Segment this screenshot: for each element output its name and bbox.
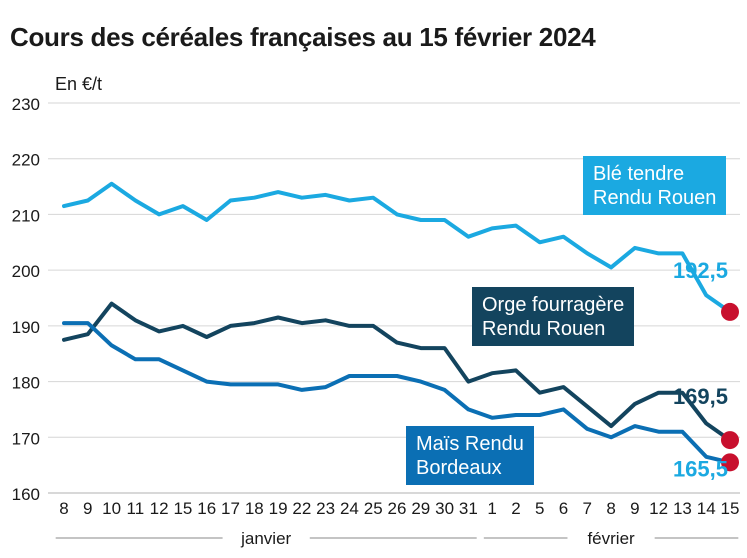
x-tick-label: 31 bbox=[459, 499, 478, 518]
x-tick-label: 15 bbox=[173, 499, 192, 518]
month-groups: janvier février bbox=[55, 529, 739, 548]
y-tick-label: 180 bbox=[12, 374, 40, 393]
x-tick-label: 12 bbox=[649, 499, 668, 518]
x-tick-label: 17 bbox=[221, 499, 240, 518]
y-tick-label: 210 bbox=[12, 206, 40, 225]
legend-ble-line1: Blé tendre bbox=[593, 163, 685, 185]
y-tick-label: 230 bbox=[12, 95, 40, 114]
x-tick-label: 24 bbox=[340, 499, 359, 518]
x-tick-label: 15 bbox=[721, 499, 740, 518]
x-tick-label: 6 bbox=[559, 499, 568, 518]
end-value-label: 165,5 bbox=[673, 456, 728, 481]
legend-mais-line2: Bordeaux bbox=[416, 457, 502, 479]
legend-ble-tendre: Blé tendre Rendu Rouen bbox=[583, 156, 727, 215]
end-value-label: 192,5 bbox=[673, 258, 728, 283]
x-tick-label: 19 bbox=[269, 499, 288, 518]
x-tick-label: 25 bbox=[364, 499, 383, 518]
x-tick-label: 9 bbox=[630, 499, 639, 518]
month-label: février bbox=[587, 529, 635, 548]
x-tick-label: 2 bbox=[511, 499, 520, 518]
end-value-label: 169,5 bbox=[673, 384, 728, 409]
x-tick-label: 5 bbox=[535, 499, 544, 518]
legend-orge-line1: Orge fourragère bbox=[482, 294, 625, 316]
x-tick-label: 7 bbox=[583, 499, 592, 518]
x-axis-ticks: 8 9 10 11 12 15 16 17 18 19 22 23 24 25 26 29 30 31 1 2 5 6 7 8… bbox=[59, 499, 739, 518]
x-tick-label: 12 bbox=[150, 499, 169, 518]
x-tick-label: 8 bbox=[606, 499, 615, 518]
end-marker bbox=[721, 302, 739, 321]
legend-mais-line1: Maïs Rendu bbox=[416, 433, 524, 455]
series-line bbox=[62, 181, 732, 314]
y-axis-unit-label: En €/t bbox=[55, 74, 102, 94]
x-tick-label: 18 bbox=[245, 499, 264, 518]
series-line bbox=[62, 321, 732, 465]
end-marker bbox=[721, 453, 739, 472]
end-markers bbox=[721, 302, 739, 472]
legend-orge-line2: Rendu Rouen bbox=[482, 318, 606, 340]
x-tick-label: 23 bbox=[316, 499, 335, 518]
x-tick-label: 13 bbox=[673, 499, 692, 518]
end-value-labels: 192,5 169,5 165,5 bbox=[673, 258, 728, 481]
legend-ble-line2: Rendu Rouen bbox=[593, 187, 717, 209]
x-tick-label: 14 bbox=[697, 499, 716, 518]
series-lines bbox=[62, 181, 732, 465]
x-tick-label: 11 bbox=[127, 499, 145, 518]
x-tick-label: 16 bbox=[197, 499, 216, 518]
legend-orge-fourragere: Orge fourragère Rendu Rouen bbox=[472, 287, 635, 346]
x-tick-label: 29 bbox=[411, 499, 430, 518]
x-tick-label: 22 bbox=[292, 499, 311, 518]
y-tick-label: 220 bbox=[12, 151, 40, 170]
y-tick-label: 200 bbox=[12, 262, 40, 281]
end-marker bbox=[721, 431, 739, 450]
y-axis-ticks: 160 170 180 190 200 210 220 230 bbox=[12, 95, 40, 504]
x-tick-label: 26 bbox=[388, 499, 407, 518]
x-tick-label: 8 bbox=[59, 499, 68, 518]
x-tick-label: 30 bbox=[435, 499, 454, 518]
x-tick-label: 1 bbox=[487, 499, 496, 518]
month-label: janvier bbox=[240, 529, 291, 548]
legend-mais: Maïs Rendu Bordeaux bbox=[406, 426, 534, 485]
chart-title: Cours des céréales françaises au 15 févr… bbox=[10, 22, 596, 52]
y-tick-label: 190 bbox=[12, 318, 40, 337]
x-tick-label: 10 bbox=[102, 499, 121, 518]
y-tick-label: 170 bbox=[12, 429, 40, 448]
series-line bbox=[62, 301, 732, 443]
x-tick-label: 9 bbox=[83, 499, 92, 518]
y-tick-label: 160 bbox=[12, 485, 40, 504]
